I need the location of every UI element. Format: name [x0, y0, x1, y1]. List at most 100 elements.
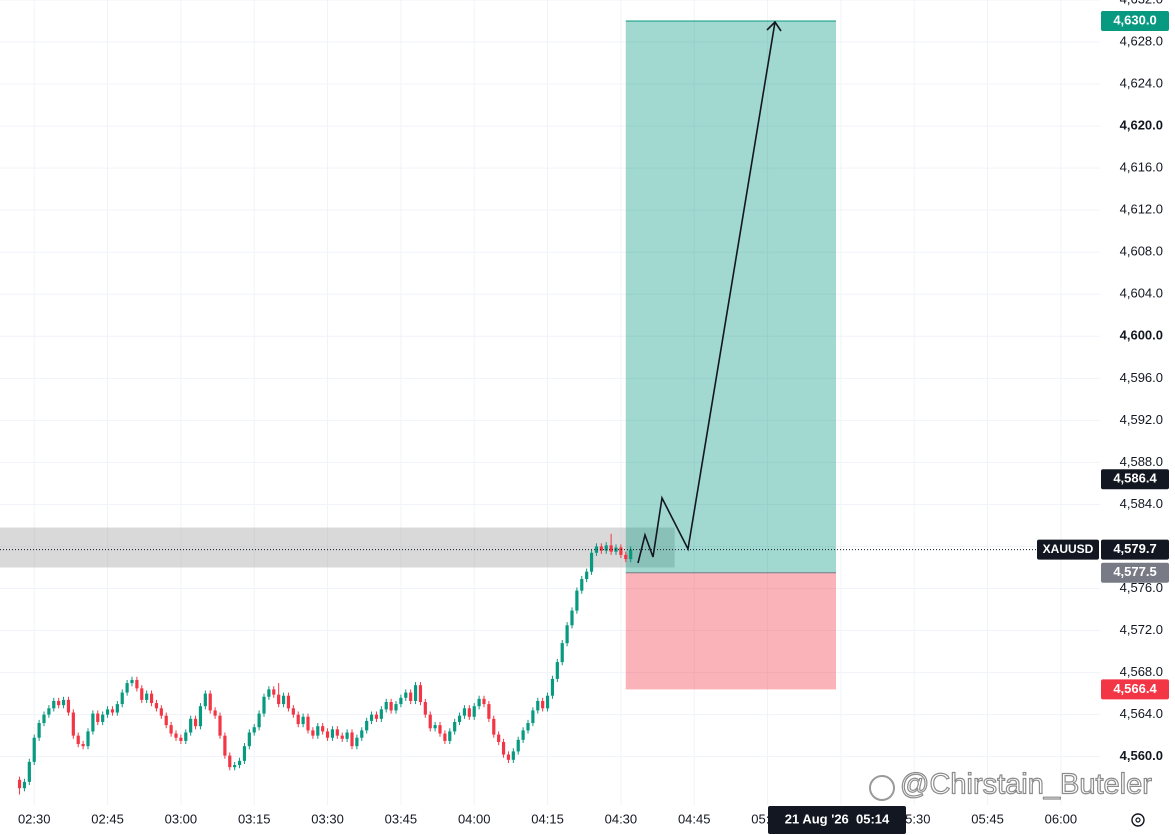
candle-body	[418, 685, 423, 703]
candle-body	[37, 723, 41, 738]
support-zone	[0, 527, 675, 568]
candle-body	[17, 779, 22, 789]
x-tick-label: 04:30	[605, 811, 638, 826]
symbol-label: XAUUSD	[1043, 542, 1094, 556]
y-tick-label: 4,628.0	[1120, 33, 1163, 48]
candle-body	[575, 590, 579, 611]
entry-price-label: 4,577.5	[1113, 564, 1156, 579]
settings-icon[interactable]	[1131, 813, 1145, 827]
candle-body	[511, 751, 515, 760]
candle-body	[189, 718, 193, 733]
candle-body	[218, 715, 222, 736]
candle-body	[394, 704, 398, 711]
watermark-text: @Chirstain_Buteler	[900, 769, 1152, 801]
candle-body	[27, 761, 31, 782]
candle-body	[61, 699, 66, 706]
x-tick-label: 05:30	[898, 811, 931, 826]
x-tick-label: 04:45	[678, 811, 711, 826]
candle-body	[184, 732, 188, 741]
crosshair-time-box	[768, 806, 906, 834]
grid	[0, 0, 1100, 805]
crosshair-price-label: 4,586.4	[1113, 471, 1157, 486]
candle-body	[105, 709, 110, 715]
candle-body	[545, 695, 550, 709]
candle-body	[404, 692, 408, 698]
target-price-label: 4,630.0	[1113, 12, 1156, 27]
candle-body	[120, 692, 124, 705]
candle-body	[272, 689, 276, 695]
y-tick-label: 4,624.0	[1120, 76, 1163, 91]
candle-body	[223, 735, 227, 756]
y-tick-label: 4,632.0	[1120, 0, 1163, 6]
candle-body	[130, 679, 134, 684]
candle-body	[174, 733, 178, 738]
candle-body	[413, 685, 418, 701]
candle-body	[247, 732, 251, 747]
candle-body	[350, 732, 354, 747]
candle-body	[242, 746, 247, 761]
candle-body	[516, 739, 520, 752]
candle-body	[66, 699, 71, 713]
candle-body	[365, 720, 369, 731]
price-labels: XAUUSD 4,579.7 4,630.0 4,577.5 4,566.4 4,586.…	[0, 11, 1169, 834]
candle-body	[389, 702, 393, 711]
candle-body	[325, 731, 330, 738]
candle-body	[76, 735, 80, 745]
candle-body	[101, 714, 105, 722]
target-price-box	[1101, 11, 1169, 32]
arrow-head	[766, 20, 782, 32]
candle-body	[409, 692, 413, 701]
projection-arrow	[637, 21, 776, 564]
candle-body	[47, 708, 51, 715]
candles	[17, 533, 633, 795]
candle-body	[472, 706, 476, 717]
candle-body	[560, 643, 564, 663]
candle-body	[629, 549, 633, 560]
candle-body	[589, 552, 594, 572]
candle-body	[22, 781, 27, 789]
settings-button[interactable]	[1131, 813, 1145, 827]
x-tick-label: 02:45	[91, 811, 124, 826]
candle-body	[604, 545, 608, 551]
x-tick-label: 03:30	[311, 811, 344, 826]
candle-body	[619, 547, 623, 555]
candle-body	[208, 693, 212, 711]
candle-body	[52, 700, 56, 709]
y-tick-label: 4,616.0	[1120, 160, 1163, 175]
candle-body	[594, 546, 599, 553]
x-tick-label: 05:45	[971, 811, 1004, 826]
candle-body	[228, 755, 232, 768]
candle-body	[453, 721, 457, 732]
candle-body	[149, 693, 154, 704]
profit-zone	[625, 21, 836, 573]
y-tick-label: 4,620.0	[1120, 118, 1163, 133]
y-tick-label: 4,596.0	[1120, 370, 1163, 385]
candle-body	[179, 737, 183, 741]
candle-body	[262, 696, 266, 714]
y-tick-label: 4,584.0	[1120, 496, 1163, 511]
candle-body	[71, 712, 75, 736]
candle-body	[330, 729, 335, 738]
candle-body	[233, 765, 237, 768]
candle-body	[306, 716, 310, 731]
candle-body	[487, 704, 491, 719]
candle-body	[482, 698, 486, 705]
x-tick-label: 06:00	[1045, 811, 1078, 826]
candle-body	[96, 713, 100, 722]
candle-body	[277, 694, 281, 705]
loss-zone	[625, 572, 836, 690]
candle-body	[526, 723, 530, 731]
candle-body	[159, 708, 163, 716]
candle-body	[335, 729, 339, 736]
candle-body	[462, 708, 467, 716]
settings-icon-center[interactable]	[1135, 817, 1141, 823]
candle-body	[379, 709, 383, 719]
symbol-box	[1037, 539, 1099, 560]
candle-body	[467, 708, 471, 717]
y-tick-label: 4,592.0	[1120, 412, 1163, 427]
crosshair-price-box	[1101, 469, 1169, 490]
y-tick-label: 4,576.0	[1120, 580, 1163, 595]
last-price-box	[1101, 539, 1169, 560]
candle-body	[257, 713, 261, 728]
candle-body	[599, 546, 603, 551]
